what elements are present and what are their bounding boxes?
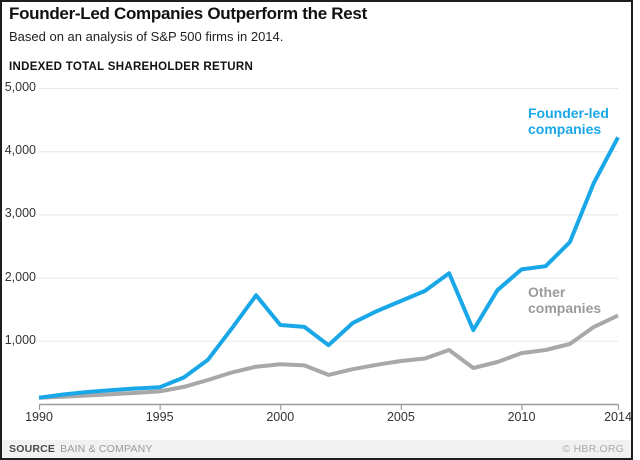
y-tick-label: 2,000 [4, 269, 36, 284]
other-label-line2: companies [528, 300, 602, 317]
other-label-line1: Other [528, 284, 566, 300]
other-companies-line [38, 313, 619, 400]
x-tick-label: 2014 [604, 410, 632, 424]
source-label: SOURCE [9, 443, 56, 455]
x-axis [38, 403, 620, 410]
x-tick-label: 2000 [266, 410, 295, 424]
credit-label: © HBR.ORG [562, 443, 624, 455]
y-tick-label: 3,000 [4, 206, 36, 221]
founder-led-line [38, 136, 620, 400]
x-tick-label: 2010 [507, 410, 536, 424]
y-tick-label: 4,000 [4, 143, 36, 158]
founder-led-series-label: Founder-led companies [528, 105, 609, 137]
x-tick-label: 2005 [386, 410, 415, 424]
page-subtitle: Based on an analysis of S&P 500 firms in… [9, 29, 284, 44]
founder-led-label-line2: companies [528, 121, 602, 138]
x-tick-label: 1995 [145, 410, 174, 424]
y-tick-label: 1,000 [4, 332, 36, 347]
source-value: BAIN & COMPANY [60, 443, 153, 455]
page-title: Founder-Led Companies Outperform the Res… [9, 4, 367, 23]
y-axis-title: INDEXED TOTAL SHAREHOLDER RETURN [9, 61, 254, 73]
founder-led-label-line1: Founder-led [528, 105, 609, 121]
footer-bar: SOURCE BAIN & COMPANY © HBR.ORG [2, 440, 631, 458]
x-tick-label: 1990 [25, 410, 53, 424]
other-companies-series-label: Other companies [528, 284, 601, 316]
gridlines [39, 88, 618, 342]
y-tick-label: 5,000 [4, 80, 36, 94]
